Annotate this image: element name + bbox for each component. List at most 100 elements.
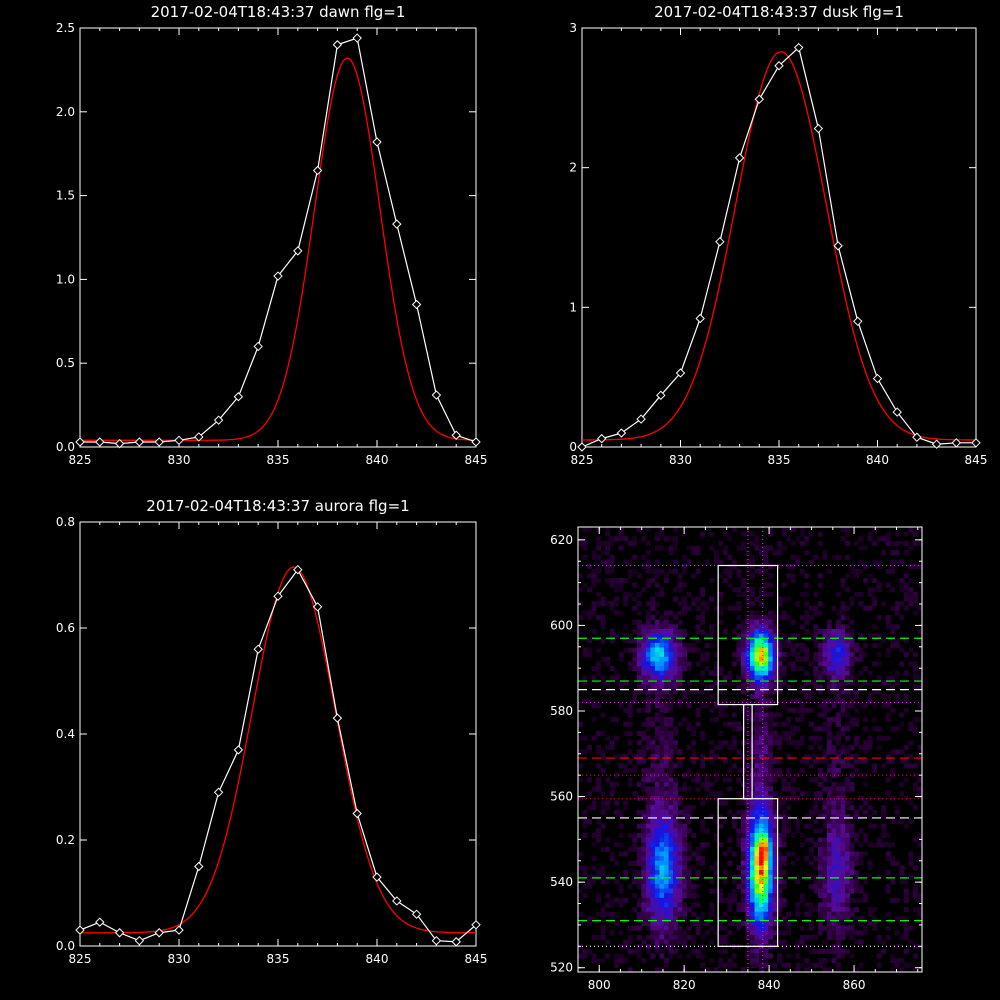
heatmap-cell [872,527,878,533]
heatmap-cell [863,577,869,584]
heatmap-cell [709,911,715,917]
x-tick-label: 830 [168,453,191,467]
heatmap-cell [885,717,891,723]
heatmap-cell [632,948,638,954]
heatmap-cell [808,689,814,695]
heatmap-cell [709,939,715,945]
heatmap-cell [804,693,810,699]
heatmap-cell [641,661,647,667]
heatmap-cell [768,591,774,597]
heatmap-cell [650,656,656,662]
heatmap-cell [754,809,760,815]
heatmap-cell [759,902,764,908]
heatmap-cell [759,763,764,769]
heatmap-cell [817,893,823,899]
heatmap-cell [654,670,660,676]
heatmap-cell [618,582,624,588]
heatmap-cell [763,893,769,899]
heatmap-cell [591,577,597,584]
heatmap-cell [808,934,814,940]
heatmap-cell [858,856,864,862]
heatmap-cell [885,856,891,862]
heatmap-cell [682,531,688,537]
heatmap-cell [668,809,674,815]
x-tick-label: 825 [69,952,92,966]
heatmap-cell [605,758,611,764]
heatmap-cell [777,911,783,917]
heatmap-cell [618,851,624,857]
heatmap-cell [740,670,746,676]
heatmap-cell [704,828,710,834]
heatmap-cell [759,888,764,894]
heatmap-cell [799,689,805,695]
heatmap-cell [754,540,760,546]
heatmap-cell [745,874,751,880]
heatmap-cell [740,865,746,871]
heatmap-cell [740,893,746,899]
heatmap-cell [912,717,918,723]
heatmap-cell [659,666,665,672]
heatmap-cell [668,781,674,787]
heatmap-cell [627,934,633,940]
heatmap-cell [682,633,688,639]
heatmap-cell [740,661,746,667]
heatmap-cell [836,851,841,857]
heatmap-cell [912,610,918,616]
heatmap-cell [623,624,629,630]
heatmap-cell [645,647,651,653]
heatmap-cell [849,679,855,686]
heatmap-cell [817,911,823,917]
heatmap-cell [763,698,769,704]
heatmap-cell [668,879,674,885]
heatmap-cell [664,698,669,704]
heatmap-cell [845,531,850,537]
heatmap-cell [664,730,669,736]
heatmap-cell [790,795,796,801]
heatmap-cell [912,601,918,607]
heatmap-cell [781,897,787,903]
heatmap-cell [822,786,828,792]
heatmap-cell [813,819,819,825]
heatmap-cell [745,809,751,815]
heatmap-cell [845,587,850,593]
heatmap-cell [731,851,737,857]
heatmap-cell [790,726,796,732]
heatmap-cell [836,828,841,834]
heatmap-cell [668,744,674,750]
heatmap-cell [650,605,656,611]
heatmap-cell [759,842,764,848]
heatmap-cell [772,902,778,908]
heatmap-cell [709,879,715,885]
heatmap-cell [845,689,850,695]
heatmap-cell [591,675,597,681]
heatmap-cell [650,568,656,574]
heatmap-cell [822,633,828,639]
heatmap-cell [768,934,774,940]
heatmap-cell [578,795,583,801]
heatmap-cell [641,837,647,843]
heatmap-cell [795,772,801,778]
heatmap-cell [881,735,887,741]
heatmap-cell [609,605,615,611]
heatmap-cell [840,819,846,825]
heatmap-cell [845,916,850,922]
data-point [616,428,627,438]
heatmap-cell [822,902,828,908]
heatmap-cell [912,591,918,597]
heatmap-cell [759,628,764,635]
heatmap-cell [650,805,656,811]
heatmap-cell [713,679,719,686]
x-tick-label: 860 [843,978,866,992]
heatmap-cell [645,582,651,588]
heatmap-cell [709,958,715,964]
heatmap-cell [673,948,678,954]
heatmap-cell [686,870,692,876]
heatmap-cell [632,605,638,611]
heatmap-cell [890,638,896,644]
heatmap-cell [645,642,651,648]
heatmap-cell [799,962,805,968]
heatmap-cell [822,837,828,843]
heatmap-cell [722,879,728,885]
heatmap-cell [650,832,656,838]
heatmap-cell [654,638,660,644]
